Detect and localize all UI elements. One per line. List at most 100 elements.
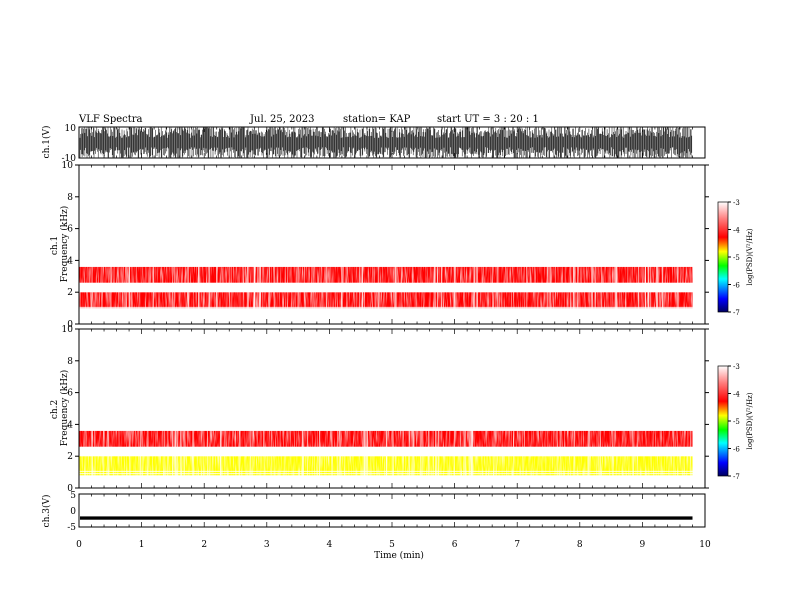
ch2-spectrogram-image — [79, 329, 693, 488]
spectrogram-dropout-25 — [632, 332, 634, 482]
spectrogram-dropout-67 — [362, 332, 364, 482]
spectrogram-dropout-2 — [400, 168, 403, 318]
time-tick-label-3: 3 — [264, 540, 270, 550]
station-label: station= KAP — [343, 114, 411, 125]
ch1-ytick-top: 10 — [65, 124, 77, 134]
spectrogram-dropout-3 — [526, 168, 528, 318]
spectrogram-dropout-1 — [313, 168, 315, 318]
spectrogram-dropout-57 — [601, 168, 602, 318]
spectrogram-dropout-5 — [138, 332, 139, 482]
ch1-ytick-label-6: 6 — [67, 225, 73, 235]
spectrogram-dropout-8 — [420, 332, 422, 482]
ch2-colorbar: -3 -4 -5 -6 -7 log(PSD)(V²/Hz) — [717, 363, 754, 481]
time-tick-label-9: 9 — [640, 540, 646, 550]
spectrogram-dropout-66 — [433, 168, 436, 318]
spectrogram-dropout-48 — [262, 168, 264, 318]
spectrogram-dropout-73 — [408, 332, 410, 482]
spectrogram-dropout-28 — [141, 332, 143, 482]
colorbar-tick-label-4: -7 — [733, 309, 740, 317]
colorbar-scale — [717, 201, 729, 313]
spectrogram-dropout-20 — [122, 168, 124, 318]
spectrogram-dropout-16 — [180, 332, 182, 482]
spectrogram-dropout-30 — [362, 168, 364, 318]
ch2-spectrogram-ylabel: ch.2 Frequency (kHz) — [50, 370, 70, 447]
spectrogram-dropout-36 — [482, 168, 484, 318]
time-tick-label-1: 1 — [139, 540, 145, 550]
spectrogram-dropout-46 — [185, 168, 187, 318]
spectrogram-dropout-42 — [683, 332, 685, 482]
spectrogram-dropout-44 — [207, 168, 210, 318]
spectrogram-dropout-70 — [501, 332, 503, 482]
ch2-spectrogram-panel: 0 2 4 6 8 10 ch.2 Frequency (kHz) — [50, 325, 709, 494]
spectrogram-dropout-36 — [224, 332, 226, 482]
spectrogram-dropout-27 — [470, 332, 472, 482]
spectrogram-dropout-58 — [346, 168, 348, 318]
ch2-ytick-label-0: 0 — [67, 484, 73, 494]
spectrogram-dropout-86 — [297, 168, 300, 318]
spectrogram-dropout-15 — [492, 168, 493, 318]
spectrogram-dropout-53 — [513, 168, 514, 318]
spectrogram-dropout-54 — [176, 332, 179, 482]
spectrogram-dropout-38 — [103, 332, 104, 482]
spectrogram-dropout-80 — [209, 168, 211, 318]
spectrogram-dropout-45 — [463, 332, 465, 482]
spectrogram-dropout-29 — [522, 332, 524, 482]
spectrogram-dropout-42 — [259, 168, 262, 318]
spectrogram-dropout-33 — [455, 168, 457, 318]
ch1-freq-ticks: 0 2 4 6 8 10 — [62, 161, 709, 330]
spectrogram-dropout-84 — [129, 332, 131, 482]
spectrogram-dropout-78 — [623, 332, 625, 482]
ch1-waveform-trace — [79, 127, 693, 158]
spectrogram-dropout-72 — [453, 168, 456, 318]
spectrogram-dropout-23 — [493, 332, 495, 482]
spectrogram-dropout-26 — [449, 332, 451, 482]
spectrogram-dropout-12 — [257, 168, 258, 318]
spectrogram-dropout-86 — [471, 332, 474, 482]
spectrogram-dropout-80 — [319, 332, 321, 482]
spectrogram-dropout-79 — [573, 168, 575, 318]
spectrogram-dropout-21 — [660, 332, 662, 482]
spectrogram-dropout-77 — [111, 168, 112, 318]
spectrogram-dropout-66 — [364, 332, 366, 482]
spectrogram-dropout-76 — [172, 168, 174, 318]
spectrogram-dropout-67 — [661, 168, 664, 318]
spectrogram-dropout-37 — [316, 332, 318, 482]
spectrogram-dropout-52 — [396, 168, 398, 318]
ch1-colorbar: -3 -4 -5 -6 -7 log(PSD)(V²/Hz) — [717, 199, 754, 317]
spectrogram-dropout-82 — [84, 332, 86, 482]
spectrogram-dropout-84 — [648, 168, 650, 318]
spectrogram-dropout-0 — [259, 332, 261, 482]
spectrogram-dropout-30 — [385, 332, 388, 482]
spectrogram-dropout-62 — [268, 168, 270, 318]
spectrogram-dropout-11 — [118, 168, 119, 318]
spectrogram-dropout-75 — [377, 168, 379, 318]
ch1-ytick-label-2: 2 — [67, 288, 73, 298]
spectrogram-dropout-37 — [497, 168, 500, 318]
spectrogram-dropout-73 — [125, 168, 126, 318]
time-tick-label-4: 4 — [327, 540, 333, 550]
time-tick-label-7: 7 — [514, 540, 520, 550]
colorbar-tick-label-3: -6 — [733, 446, 740, 454]
colorbar-tick-label-0: -3 — [733, 199, 740, 207]
time-tick-label-10: 10 — [699, 540, 711, 550]
time-tick-label-0: 0 — [76, 540, 82, 550]
ch3-ytick-mid: 0 — [70, 507, 76, 517]
colorbar-label: log(PSD)(V²/Hz) — [746, 228, 754, 285]
spectrogram-dropout-61 — [109, 168, 111, 318]
spectrogram-dropout-64 — [287, 168, 288, 318]
spectrogram-dropout-22 — [587, 332, 590, 482]
spectrogram-dropout-46 — [437, 332, 439, 482]
time-tick-label-5: 5 — [389, 540, 395, 550]
spectrogram-dropout-31 — [394, 168, 396, 318]
spectrogram-dropout-10 — [600, 332, 601, 482]
spectrogram-dropout-51 — [263, 332, 265, 482]
ch1-ytick-label-10: 10 — [62, 161, 74, 171]
spectrogram-dropout-38 — [437, 168, 439, 318]
ch2-freq-ticks: 0 2 4 6 8 10 — [62, 325, 709, 494]
spectrogram-dropout-85 — [690, 332, 692, 482]
spectrogram-dropout-8 — [311, 168, 313, 318]
start-time-label: start UT = 3 : 20 : 1 — [437, 114, 539, 125]
spectrogram-dropout-6 — [495, 332, 497, 482]
spectrogram-dropout-56 — [344, 332, 346, 482]
